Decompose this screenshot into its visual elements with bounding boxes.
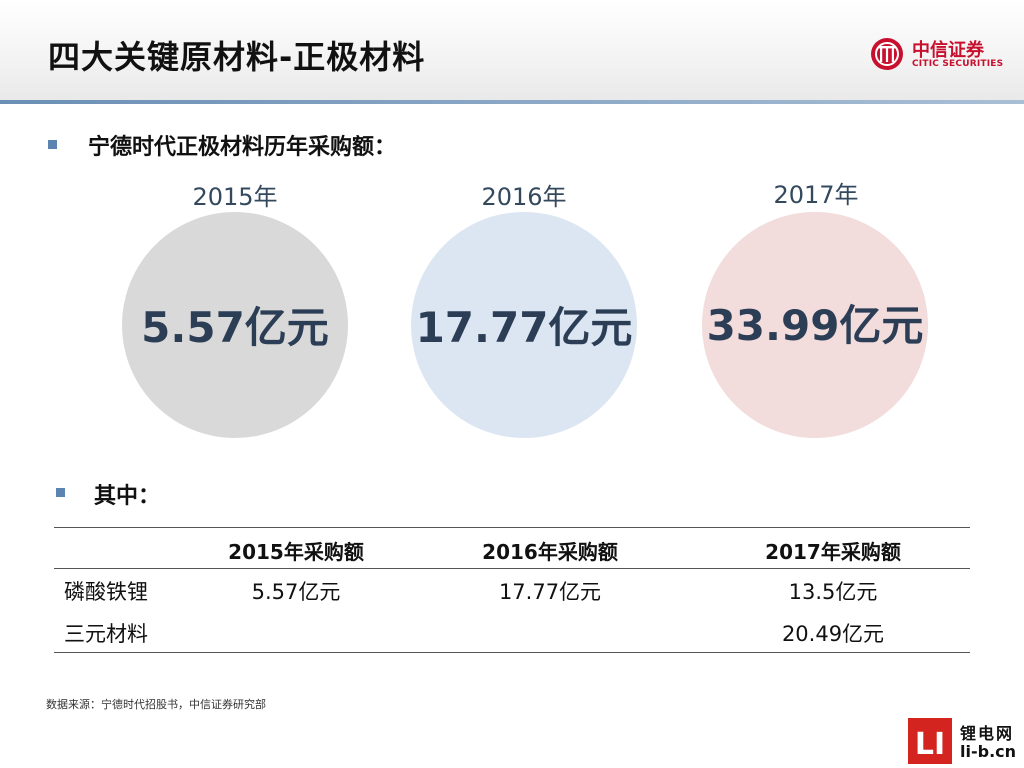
table-header-divider xyxy=(54,568,970,569)
circle-value-2015: 5.57亿元 xyxy=(141,303,329,352)
bullet-icon xyxy=(56,488,65,497)
table-cell-ncm-2017: 20.49亿元 xyxy=(781,622,885,646)
page-title: 四大关键原材料-正极材料 xyxy=(48,38,426,76)
header-divider xyxy=(0,100,1024,104)
logo-english-name: CITIC SECURITIES xyxy=(912,59,1004,69)
bullet-icon xyxy=(48,140,57,149)
purchase-table: 2015年采购额 2016年采购额 2017年采购额 磷酸铁锂 5.57亿元 1… xyxy=(54,527,970,653)
circle-value-2017: 33.99亿元 xyxy=(706,301,924,350)
circle-2016 xyxy=(411,212,637,438)
watermark-chinese: 锂电网 xyxy=(960,724,1015,743)
circle-value-2016: 17.77亿元 xyxy=(415,303,633,352)
year-label-2016: 2016年 xyxy=(481,183,567,211)
year-label-2017: 2017年 xyxy=(773,181,859,209)
li-b-watermark: LI 锂电网 li-b.cn xyxy=(908,718,1020,766)
watermark-logo-icon: LI xyxy=(908,718,952,764)
section-heading-purchases: 宁德时代正极材料历年采购额： xyxy=(88,135,397,160)
watermark-mark-text: LI xyxy=(915,727,945,762)
citic-logo: 中信证券 CITIC SECURITIES xyxy=(870,36,1010,76)
table-header-2015: 2015年采购额 xyxy=(228,540,364,564)
table-row-label-lfp: 磷酸铁锂 xyxy=(64,580,148,604)
table-cell-lfp-2017: 13.5亿元 xyxy=(788,580,878,604)
table-header-2017: 2017年采购额 xyxy=(765,540,901,564)
header-bar xyxy=(0,0,1024,100)
table-row-label-ncm: 三元材料 xyxy=(64,622,148,646)
table-cell-lfp-2016: 17.77亿元 xyxy=(498,580,602,604)
data-source-note: 数据来源：宁德时代招股书，中信证券研究部 xyxy=(46,698,266,711)
citic-emblem-icon xyxy=(871,38,903,70)
year-label-2015: 2015年 xyxy=(192,183,278,211)
circle-2015 xyxy=(122,212,348,438)
section-heading-breakdown: 其中： xyxy=(94,484,161,509)
logo-chinese-name: 中信证券 xyxy=(912,40,984,61)
circle-2017 xyxy=(702,212,928,438)
watermark-url: li-b.cn xyxy=(960,742,1017,761)
table-header-2016: 2016年采购额 xyxy=(482,540,618,564)
table-cell-lfp-2015: 5.57亿元 xyxy=(251,580,341,604)
